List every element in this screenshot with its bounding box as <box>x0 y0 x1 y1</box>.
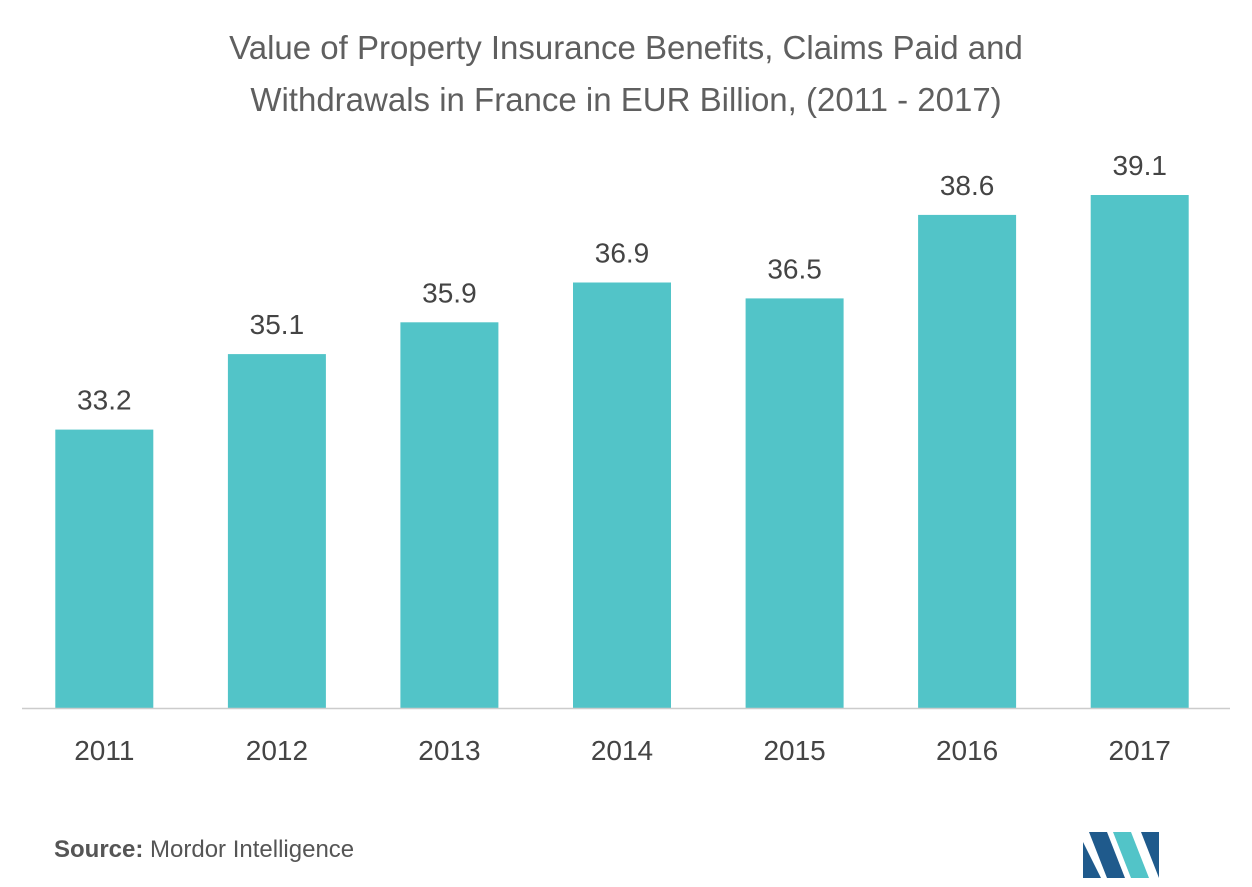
bar-group <box>55 195 1189 708</box>
bar-2016 <box>918 214 1017 708</box>
bar-2017 <box>1090 195 1189 708</box>
source-note: Source: Mordor Intelligence <box>54 836 354 864</box>
x-tick-label-group: 2011 2012 2013 2014 2015 2016 2017 <box>74 735 1171 766</box>
value-label-group: 33.2 35.1 35.9 36.9 36.5 38.6 39.1 <box>77 150 1167 416</box>
value-label-2013: 35.9 <box>422 277 477 308</box>
bar-2015 <box>745 298 844 708</box>
mordor-logo-icon <box>1083 832 1159 878</box>
logo-shape-mid-dark <box>1089 832 1125 878</box>
bar-2014 <box>573 282 671 708</box>
x-tick-label-2015: 2015 <box>763 735 825 766</box>
bar-2013 <box>400 322 499 708</box>
logo-shape-left <box>1083 842 1101 878</box>
x-tick-label-2017: 2017 <box>1109 735 1171 766</box>
chart-title: Value of Property Insurance Benefits, Cl… <box>0 22 1252 126</box>
logo-shape-right <box>1141 832 1159 878</box>
logo-shape-mid-light <box>1113 832 1149 878</box>
value-label-2014: 36.9 <box>595 238 650 269</box>
value-label-2017: 39.1 <box>1112 150 1167 181</box>
bar-2012 <box>227 354 326 708</box>
value-label-2016: 38.6 <box>940 170 995 201</box>
value-label-2015: 36.5 <box>767 253 822 284</box>
x-tick-label-2012: 2012 <box>246 735 308 766</box>
x-tick-label-2014: 2014 <box>591 735 653 766</box>
value-label-2012: 35.1 <box>250 309 305 340</box>
source-value: Mordor Intelligence <box>150 836 355 863</box>
chart-title-line-1: Value of Property Insurance Benefits, Cl… <box>229 29 1023 66</box>
x-tick-label-2011: 2011 <box>74 735 134 766</box>
bar-2011 <box>55 429 154 708</box>
x-tick-label-2013: 2013 <box>418 735 480 766</box>
chart-title-line-2: Withdrawals in France in EUR Billion, (2… <box>250 81 1002 118</box>
source-label: Source: <box>54 836 144 863</box>
value-label-2011: 33.2 <box>77 385 132 416</box>
x-tick-label-2016: 2016 <box>936 735 998 766</box>
